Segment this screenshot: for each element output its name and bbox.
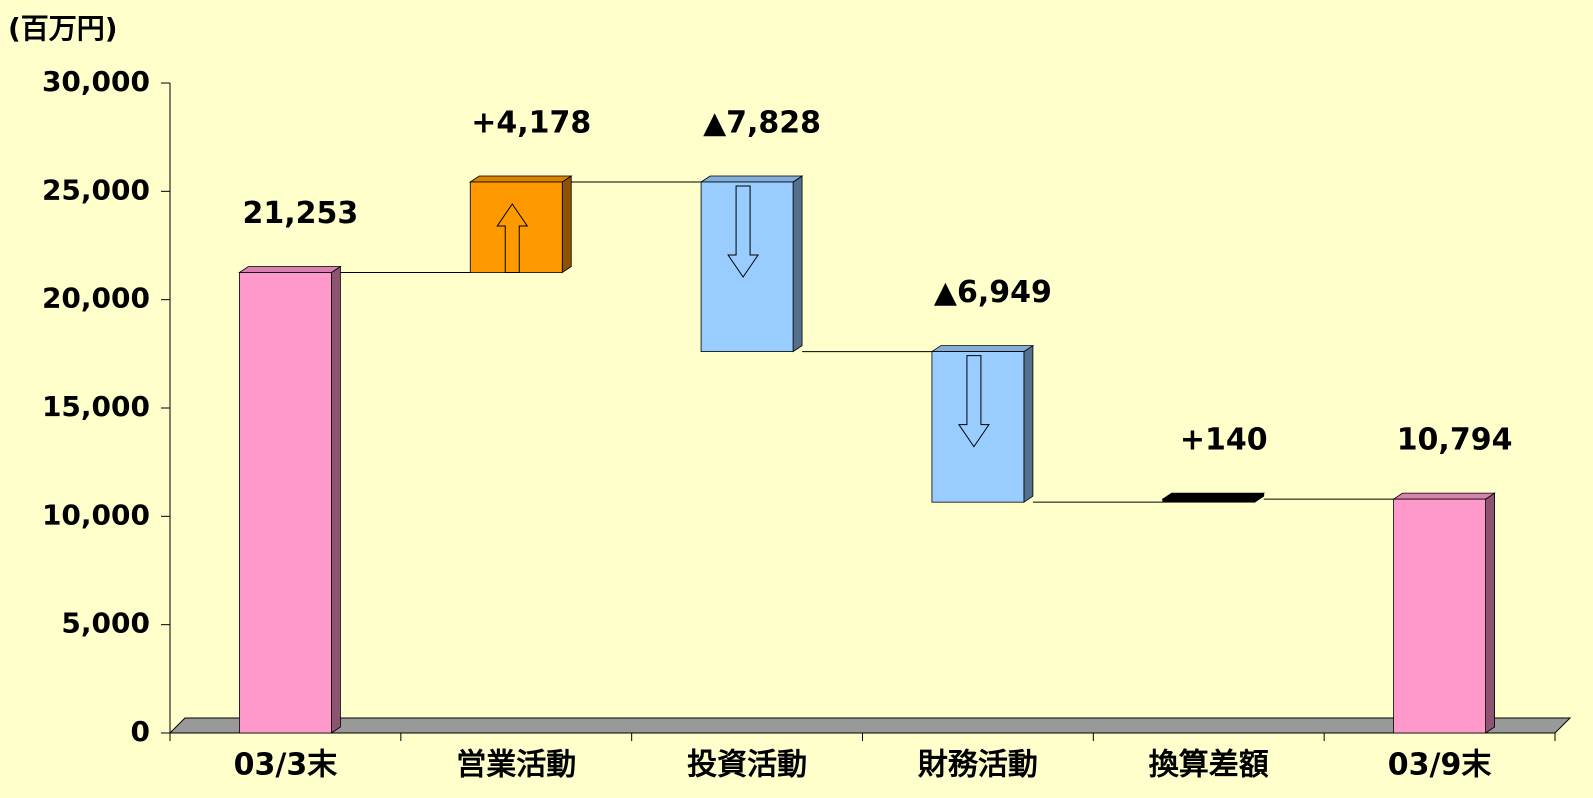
bar-side — [792, 175, 803, 353]
bar — [931, 351, 1025, 503]
bar-top — [699, 175, 804, 183]
x-tick-label: 営業活動 — [456, 748, 576, 783]
bar — [700, 181, 794, 353]
arrow — [727, 185, 760, 278]
y-tick-label: 5,000 — [61, 607, 150, 640]
x-tick-label: 換算差額 — [1149, 748, 1269, 783]
arrow — [957, 355, 990, 448]
x-tick-label: 03/9末 — [1388, 748, 1492, 783]
value-label: ▲7,828 — [703, 105, 821, 140]
bar-side — [561, 175, 572, 274]
x-tick-label: 財務活動 — [918, 748, 1038, 783]
value-label: 21,253 — [243, 196, 359, 231]
bar-side — [331, 265, 341, 734]
floor — [168, 717, 1572, 734]
bar — [1393, 498, 1486, 734]
bar-side — [1485, 492, 1495, 734]
bar — [469, 181, 563, 273]
x-tick-label: 03/3末 — [234, 748, 338, 783]
value-label: +4,178 — [471, 105, 591, 140]
bar-side — [1023, 344, 1034, 503]
y-tick-label: 10,000 — [42, 498, 150, 531]
bar-top — [1161, 492, 1266, 500]
bar-top — [238, 266, 342, 273]
bar-top — [1392, 492, 1496, 500]
y-tick-label: 15,000 — [42, 390, 150, 423]
bar-top — [468, 175, 573, 183]
bar — [1162, 498, 1256, 503]
value-label: ▲6,949 — [934, 275, 1052, 310]
arrow — [496, 203, 529, 274]
y-tick-label: 0 — [131, 715, 150, 748]
y-tick-label: 30,000 — [42, 65, 150, 98]
unit-label: (百万円) — [8, 12, 118, 45]
y-tick-label: 25,000 — [42, 173, 150, 206]
value-label: +140 — [1180, 423, 1268, 458]
bar-top — [930, 345, 1035, 353]
value-label: 10,794 — [1397, 423, 1513, 458]
bar — [239, 272, 332, 734]
y-tick-label: 20,000 — [42, 282, 150, 315]
x-tick-label: 投資活動 — [687, 748, 807, 783]
